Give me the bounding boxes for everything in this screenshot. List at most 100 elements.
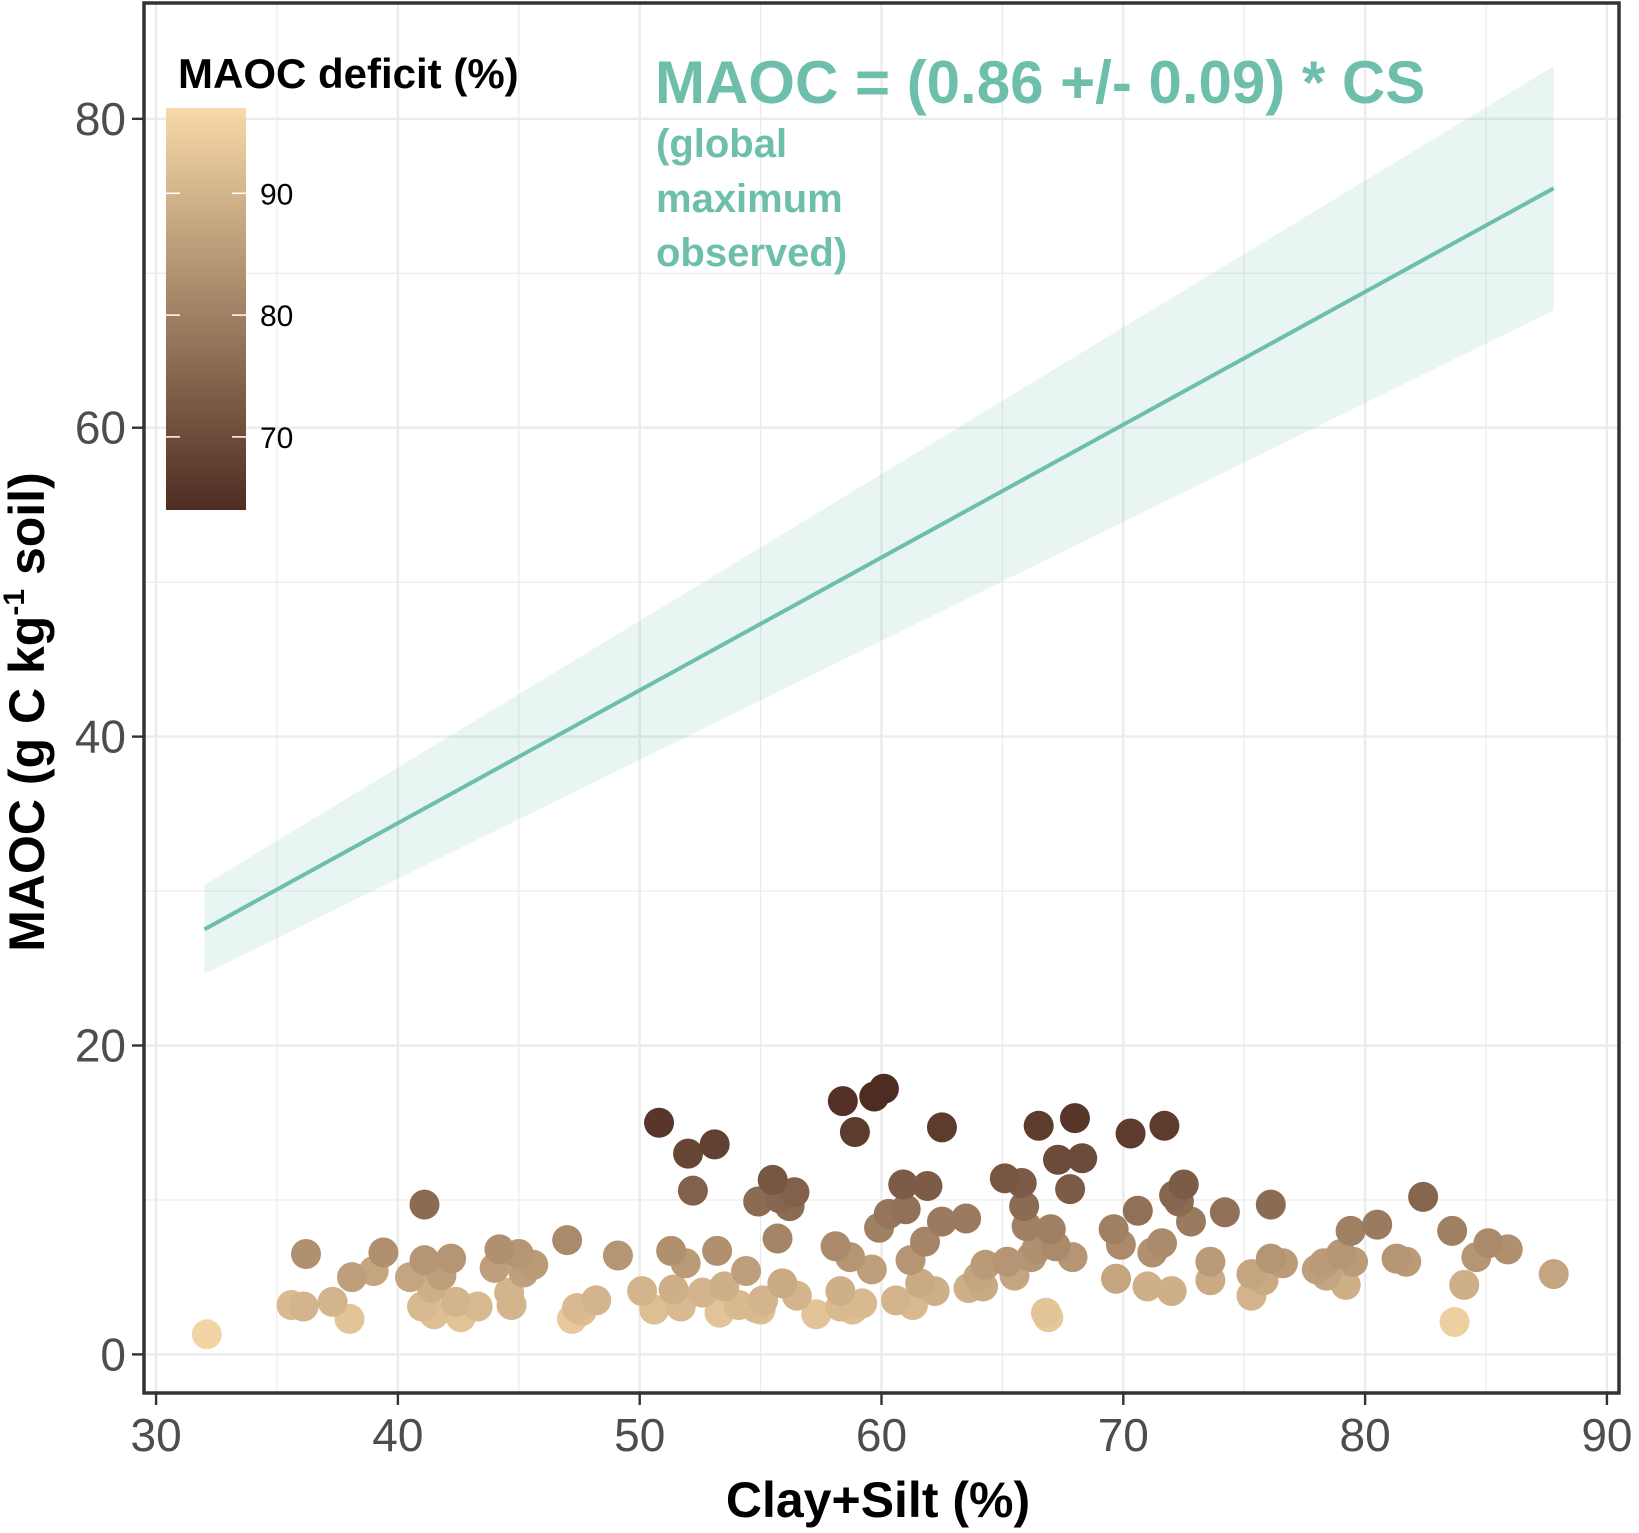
data-point <box>868 1073 899 1104</box>
data-point <box>1115 1118 1146 1149</box>
data-point <box>910 1226 941 1257</box>
data-point <box>881 1285 912 1316</box>
data-point <box>989 1163 1020 1194</box>
data-point <box>1023 1110 1054 1141</box>
data-point <box>1209 1197 1240 1228</box>
data-point <box>644 1107 675 1138</box>
y-axis-title: MAOC (g C kg-1 soil) <box>0 472 55 951</box>
data-point <box>926 1112 957 1143</box>
legend-colorbar <box>166 108 246 510</box>
data-point <box>767 1268 798 1299</box>
data-point <box>1255 1243 1286 1274</box>
y-axis-title-main: MAOC (g C kg <box>0 616 55 952</box>
data-point <box>926 1206 957 1237</box>
points-layer <box>191 1073 1569 1350</box>
x-tick-label: 30 <box>131 1409 182 1461</box>
data-point <box>288 1291 319 1322</box>
data-point <box>1473 1228 1504 1259</box>
data-point <box>731 1255 762 1286</box>
data-point <box>1149 1110 1180 1141</box>
data-point <box>905 1268 936 1299</box>
data-point <box>673 1138 704 1169</box>
data-point <box>709 1271 740 1302</box>
data-point <box>1437 1215 1468 1246</box>
data-point <box>1098 1214 1129 1245</box>
data-point <box>1156 1276 1187 1307</box>
data-point <box>762 1223 793 1254</box>
data-point <box>1255 1189 1286 1220</box>
data-point <box>1122 1195 1153 1226</box>
data-point <box>1043 1144 1074 1175</box>
y-tick-label: 40 <box>75 711 126 763</box>
fit-line-layer <box>203 186 1555 932</box>
data-point <box>1035 1214 1066 1245</box>
y-tick-label: 20 <box>75 1020 126 1072</box>
data-point <box>992 1246 1023 1277</box>
data-point <box>1538 1259 1569 1290</box>
data-point <box>779 1177 810 1208</box>
data-point <box>581 1285 612 1316</box>
data-point <box>1325 1239 1356 1269</box>
data-point <box>1067 1143 1098 1174</box>
data-point <box>757 1164 788 1195</box>
legend-ticks: 70 80 90 <box>166 178 293 455</box>
fit-line <box>203 186 1555 932</box>
data-point <box>951 1203 982 1234</box>
data-point <box>1195 1246 1226 1277</box>
data-point <box>1146 1228 1177 1259</box>
y-tick-label: 60 <box>75 402 126 454</box>
data-point <box>656 1235 687 1266</box>
data-point <box>1335 1215 1366 1246</box>
data-point <box>856 1254 887 1285</box>
data-point <box>677 1175 708 1206</box>
data-point <box>1059 1103 1090 1134</box>
data-point <box>1362 1209 1393 1240</box>
data-point <box>336 1262 367 1293</box>
fit-note-line-2: maximum <box>656 177 843 221</box>
x-tick-label: 80 <box>1340 1409 1391 1461</box>
grid <box>144 3 1619 1393</box>
x-tick-label: 60 <box>856 1409 907 1461</box>
legend: MAOC deficit (%) 70 80 90 <box>166 50 519 510</box>
data-point <box>440 1286 471 1317</box>
y-tick-label: 0 <box>100 1328 126 1380</box>
data-point <box>409 1189 440 1220</box>
data-point <box>1055 1174 1086 1205</box>
data-point <box>1449 1269 1480 1300</box>
data-point <box>1132 1271 1163 1302</box>
data-point <box>1101 1263 1132 1294</box>
x-tick-label: 70 <box>1098 1409 1149 1461</box>
data-point <box>1009 1191 1040 1222</box>
data-point <box>1030 1297 1061 1328</box>
axis-ticks: 30 40 50 60 70 80 90 0 20 40 60 80 <box>75 93 1633 1461</box>
data-point <box>820 1231 851 1262</box>
confidence-band-layer <box>204 66 1554 974</box>
data-point <box>496 1289 527 1320</box>
data-point <box>484 1234 515 1265</box>
fit-equation: MAOC = (0.86 +/- 0.09) * CS <box>655 49 1425 116</box>
y-axis-title-unit: soil) <box>0 472 55 589</box>
legend-tick-label: 70 <box>260 422 293 455</box>
data-point <box>702 1235 733 1266</box>
legend-tick-label: 80 <box>260 300 293 333</box>
data-point <box>291 1239 322 1269</box>
data-point <box>191 1319 222 1350</box>
x-axis-title: Clay+Silt (%) <box>726 1472 1030 1528</box>
data-point <box>627 1276 658 1307</box>
data-point <box>801 1299 832 1330</box>
data-point <box>409 1245 440 1276</box>
fit-note-line-3: observed) <box>656 231 847 275</box>
y-tick-label: 80 <box>75 93 126 145</box>
data-point <box>912 1171 943 1202</box>
data-point <box>748 1285 779 1316</box>
data-point <box>839 1116 870 1147</box>
fit-confidence-band <box>204 66 1554 974</box>
data-point <box>699 1129 730 1160</box>
data-point <box>602 1240 633 1271</box>
legend-tick-label: 90 <box>260 178 293 211</box>
data-point <box>1381 1243 1412 1274</box>
data-point <box>888 1169 919 1200</box>
data-point <box>890 1194 921 1225</box>
y-axis-title-superscript: -1 <box>0 589 31 616</box>
